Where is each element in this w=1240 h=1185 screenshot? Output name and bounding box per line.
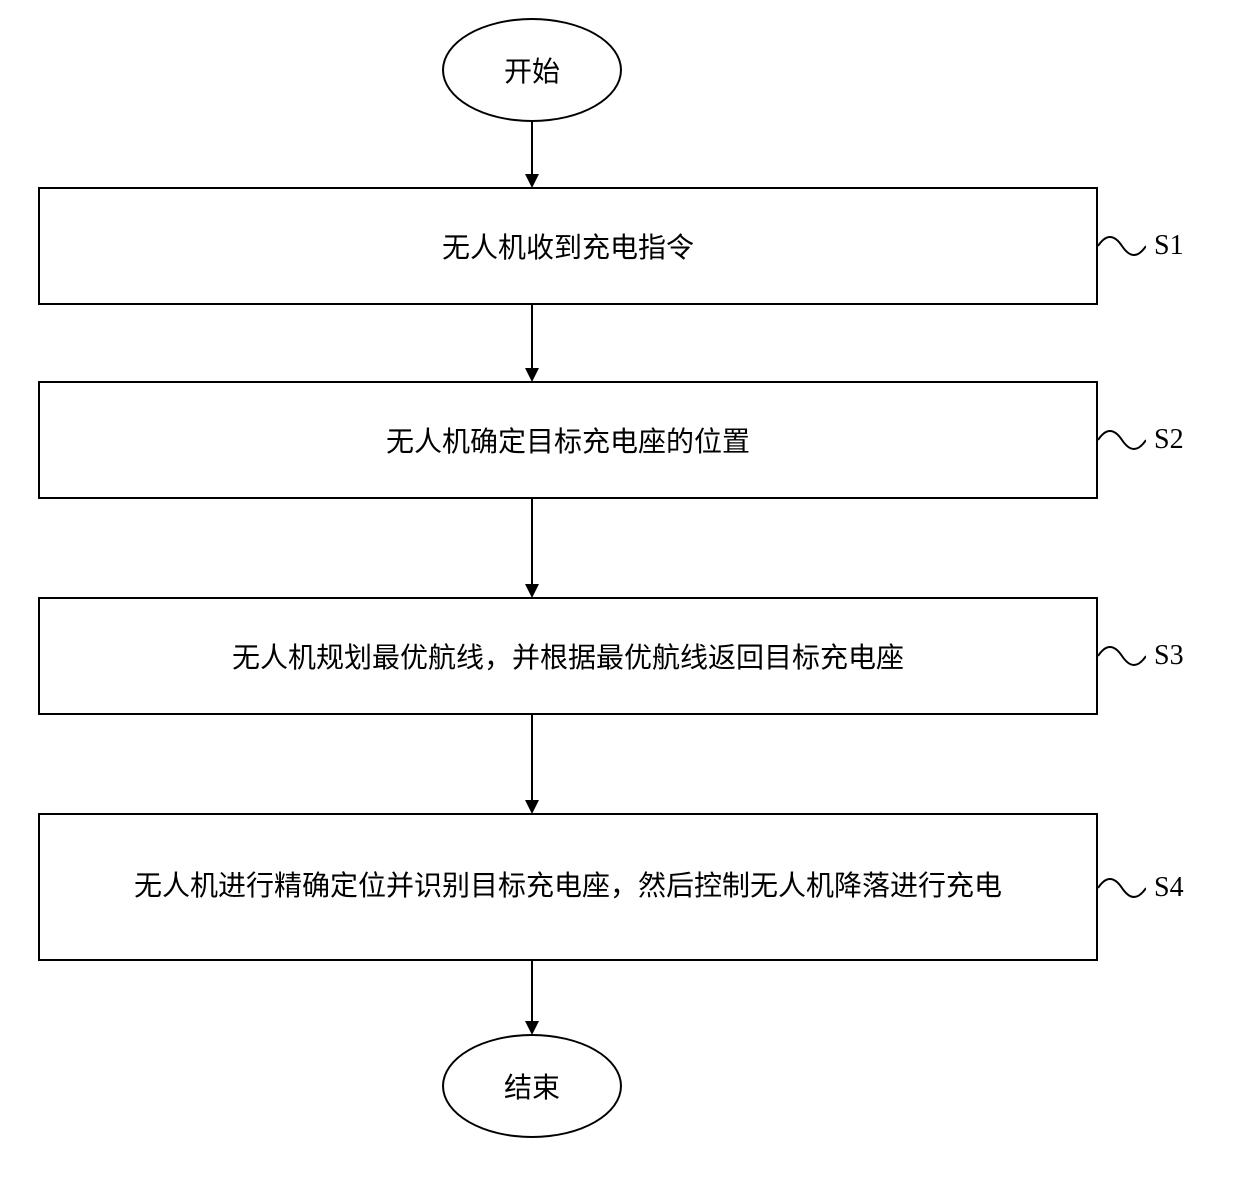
step-label-s4: S4 bbox=[1098, 868, 1184, 908]
terminator-start: 开始 bbox=[442, 18, 622, 122]
process-s3-text: 无人机规划最优航线，并根据最优航线返回目标充电座 bbox=[232, 636, 904, 676]
step-label-s1: S1 bbox=[1098, 226, 1184, 266]
wave-s2 bbox=[1098, 420, 1146, 460]
step-label-s1-text: S1 bbox=[1154, 230, 1184, 262]
wave-s1 bbox=[1098, 226, 1146, 266]
arrow-4 bbox=[520, 715, 544, 816]
wave-s4 bbox=[1098, 868, 1146, 908]
step-label-s4-text: S4 bbox=[1154, 872, 1184, 904]
terminator-end-text: 结束 bbox=[504, 1066, 560, 1106]
terminator-start-text: 开始 bbox=[504, 50, 560, 90]
arrow-1 bbox=[520, 122, 544, 190]
flowchart-container: 开始 无人机收到充电指令 S1 无人机确定目标充电座的位置 S2 无人机规划最优… bbox=[0, 0, 1240, 1185]
step-label-s2-text: S2 bbox=[1154, 424, 1184, 456]
arrow-5 bbox=[520, 961, 544, 1037]
process-s4-text: 无人机进行精确定位并识别目标充电座，然后控制无人机降落进行充电 bbox=[134, 866, 1002, 908]
wave-s3 bbox=[1098, 636, 1146, 676]
process-s2-text: 无人机确定目标充电座的位置 bbox=[386, 420, 750, 460]
terminator-end: 结束 bbox=[442, 1034, 622, 1138]
arrow-3 bbox=[520, 499, 544, 600]
process-s4: 无人机进行精确定位并识别目标充电座，然后控制无人机降落进行充电 bbox=[38, 813, 1098, 961]
process-s2: 无人机确定目标充电座的位置 bbox=[38, 381, 1098, 499]
arrow-2 bbox=[520, 305, 544, 384]
step-label-s3: S3 bbox=[1098, 636, 1184, 676]
step-label-s3-text: S3 bbox=[1154, 640, 1184, 672]
process-s1-text: 无人机收到充电指令 bbox=[442, 226, 694, 266]
step-label-s2: S2 bbox=[1098, 420, 1184, 460]
process-s3: 无人机规划最优航线，并根据最优航线返回目标充电座 bbox=[38, 597, 1098, 715]
process-s1: 无人机收到充电指令 bbox=[38, 187, 1098, 305]
